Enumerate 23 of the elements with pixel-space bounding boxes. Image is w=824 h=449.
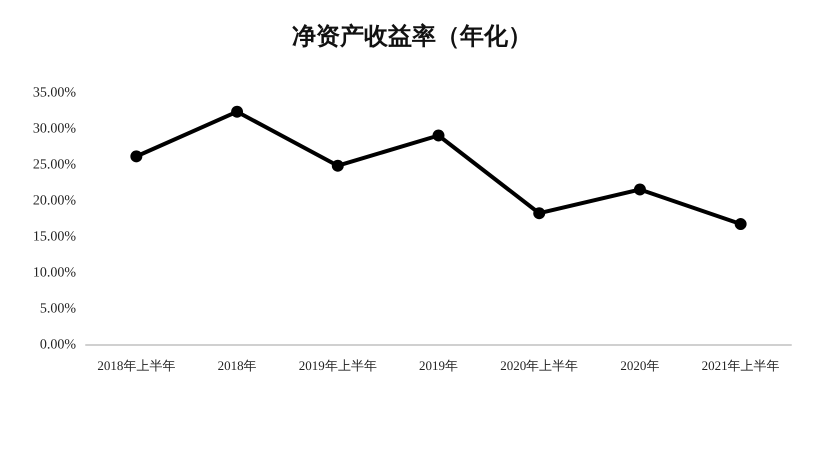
y-tick-label: 20.00%: [32, 194, 76, 208]
point: [231, 106, 244, 118]
point: [332, 160, 344, 172]
y-tick-label: 5.00%: [40, 302, 76, 316]
y-tick-label: 10.00%: [32, 266, 76, 280]
y-tick-label: 30.00%: [32, 122, 76, 136]
x-tick-label: 2020年: [620, 358, 660, 373]
x-tick-label: 2021年上半年: [702, 358, 780, 373]
point: [734, 218, 747, 230]
x-tick-label: 2020年上半年: [500, 358, 578, 373]
x-tick-label: 2019年: [419, 358, 458, 373]
y-tick-label: 35.00%: [32, 86, 76, 100]
point: [130, 150, 142, 162]
chart-title: 净资产收益率（年化）: [292, 23, 532, 50]
x-tick-label: 2019年上半年: [298, 358, 377, 373]
x-tick-label: 2018年: [218, 358, 257, 373]
y-tick-label: 0.00%: [40, 338, 76, 352]
point: [634, 183, 646, 196]
point: [533, 207, 546, 220]
y-tick-label: 15.00%: [32, 230, 76, 244]
y-tick-label: 25.00%: [32, 158, 76, 172]
x-tick-label: 2018年上半年: [97, 358, 176, 373]
point: [432, 129, 444, 142]
